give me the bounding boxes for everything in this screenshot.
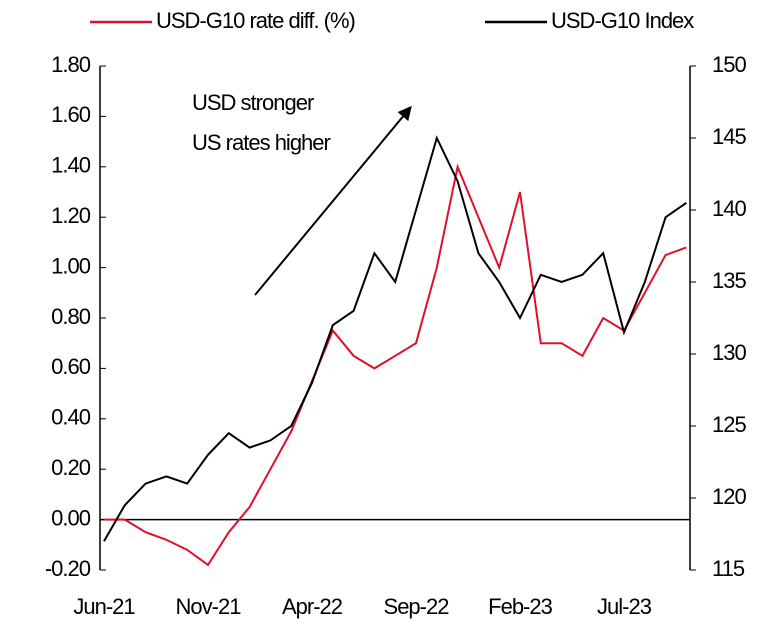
y-tick-label: 1.60 [51,102,91,127]
y-tick-label: 0.80 [51,304,91,329]
y-tick-label: 1.40 [51,153,91,178]
annotation: USD stronger [192,90,314,115]
annotation: US rates higher [192,130,331,155]
legend-label: USD-G10 Index [551,8,694,33]
x-tick-label: Jun-21 [73,594,135,619]
y2-tick-label: 145 [712,124,746,149]
y-tick-label: 1.20 [51,203,91,228]
x-tick-label: Sep-22 [384,594,450,619]
series-line [103,135,687,542]
y2-tick-label: 140 [712,196,746,221]
y-tick-label: 0.00 [51,505,91,530]
annotation-arrow [254,105,412,296]
y2-tick-label: 135 [712,268,746,293]
y2-tick-label: 130 [712,340,746,365]
x-tick-label: Feb-23 [488,594,552,619]
y-tick-label: 0.20 [51,455,91,480]
y-tick-label: 1.80 [51,52,91,77]
y2-tick-label: 120 [712,484,746,509]
y-tick-label: -0.20 [45,556,91,581]
legend-label: USD-G10 rate diff. (%) [156,8,355,33]
y2-tick-label: 150 [712,52,746,77]
y2-tick-label: 125 [712,412,746,437]
x-tick-label: Nov-21 [176,594,242,619]
y-tick-label: 0.60 [51,354,91,379]
y2-tick-label: 115 [712,556,745,581]
y-tick-label: 0.40 [51,405,91,430]
x-tick-label: Apr-22 [282,594,343,619]
series-line [104,163,687,567]
x-tick-label: Jul-23 [597,594,652,619]
y-tick-label: 1.00 [51,253,91,278]
